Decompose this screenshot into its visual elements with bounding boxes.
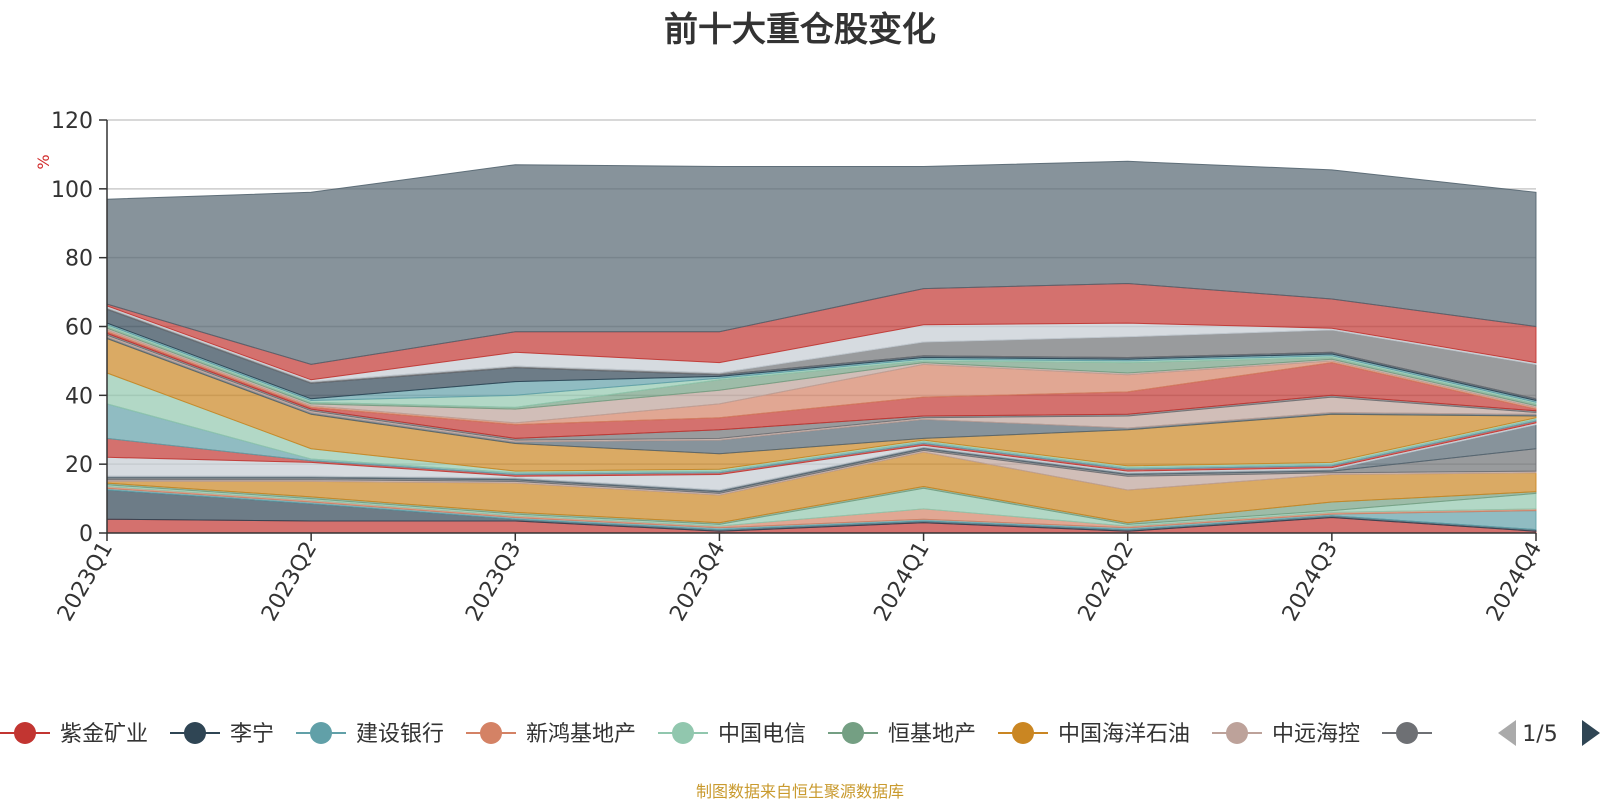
legend-marker-icon: [672, 722, 694, 744]
legend-pager: 1/5: [1498, 720, 1600, 747]
legend: 紫金矿业 李宁 建设银行 新鸿基地产 中国电信 恒基地产 中国海洋石油 中远海控: [0, 722, 1432, 747]
pager-prev-icon[interactable]: [1498, 720, 1516, 746]
legend-marker-icon: [184, 722, 206, 744]
y-tick-label: 60: [65, 316, 93, 341]
legend-item[interactable]: 新鸿基地产: [466, 722, 636, 747]
area-series-29: [106, 160, 1537, 365]
legend-label: 中国电信: [718, 722, 806, 747]
legend-label: 李宁: [230, 722, 274, 747]
x-tick-label: 2023Q4: [665, 538, 730, 626]
legend-item[interactable]: 恒基地产: [828, 722, 976, 747]
legend-item[interactable]: 紫金矿业: [0, 722, 148, 747]
legend-marker-icon: [14, 722, 36, 744]
legend-marker-icon: [1226, 722, 1248, 744]
legend-item[interactable]: 李宁: [170, 722, 274, 747]
legend-marker-icon: [310, 722, 332, 744]
y-tick-label: 0: [79, 522, 93, 547]
legend-item[interactable]: 中远海控: [1212, 722, 1360, 747]
x-tick-label: 2023Q2: [257, 538, 322, 626]
x-tick-label: 2024Q2: [1074, 538, 1139, 626]
x-tick-label: 2024Q4: [1482, 538, 1547, 626]
legend-label: 中远海控: [1272, 722, 1360, 747]
legend-marker-icon: [480, 722, 502, 744]
y-tick-label: 20: [65, 453, 93, 478]
legend-label: 中国海洋石油: [1058, 722, 1190, 747]
y-tick-label: 80: [65, 247, 93, 272]
legend-marker-icon: [842, 722, 864, 744]
legend-item[interactable]: 中国海洋石油: [998, 722, 1190, 747]
y-tick-label: 100: [51, 178, 93, 203]
y-tick-label: 40: [65, 384, 93, 409]
pager-text: 1/5: [1522, 722, 1557, 747]
legend-label: 新鸿基地产: [526, 722, 636, 747]
x-tick-label: 2023Q3: [461, 538, 526, 626]
pager-next-icon[interactable]: [1582, 720, 1600, 746]
area-layer: [106, 160, 1537, 534]
x-tick-label: 2023Q1: [53, 538, 118, 626]
chart-title: 前十大重仓股变化: [664, 10, 936, 50]
legend-label: 恒基地产: [888, 722, 976, 747]
y-axis-unit: %: [34, 154, 53, 169]
legend-label: 建设银行: [356, 722, 444, 747]
legend-item[interactable]: [1382, 722, 1432, 744]
y-tick-label: 120: [51, 109, 93, 134]
legend-marker-icon: [1396, 722, 1418, 744]
legend-marker-icon: [1012, 722, 1034, 744]
legend-label: 紫金矿业: [60, 722, 148, 747]
legend-item[interactable]: 中国电信: [658, 722, 806, 747]
legend-item[interactable]: 建设银行: [296, 722, 444, 747]
footer-note: 制图数据来自恒生聚源数据库: [695, 782, 904, 801]
x-tick-label: 2024Q1: [869, 538, 934, 626]
x-tick-label: 2024Q3: [1278, 538, 1343, 626]
